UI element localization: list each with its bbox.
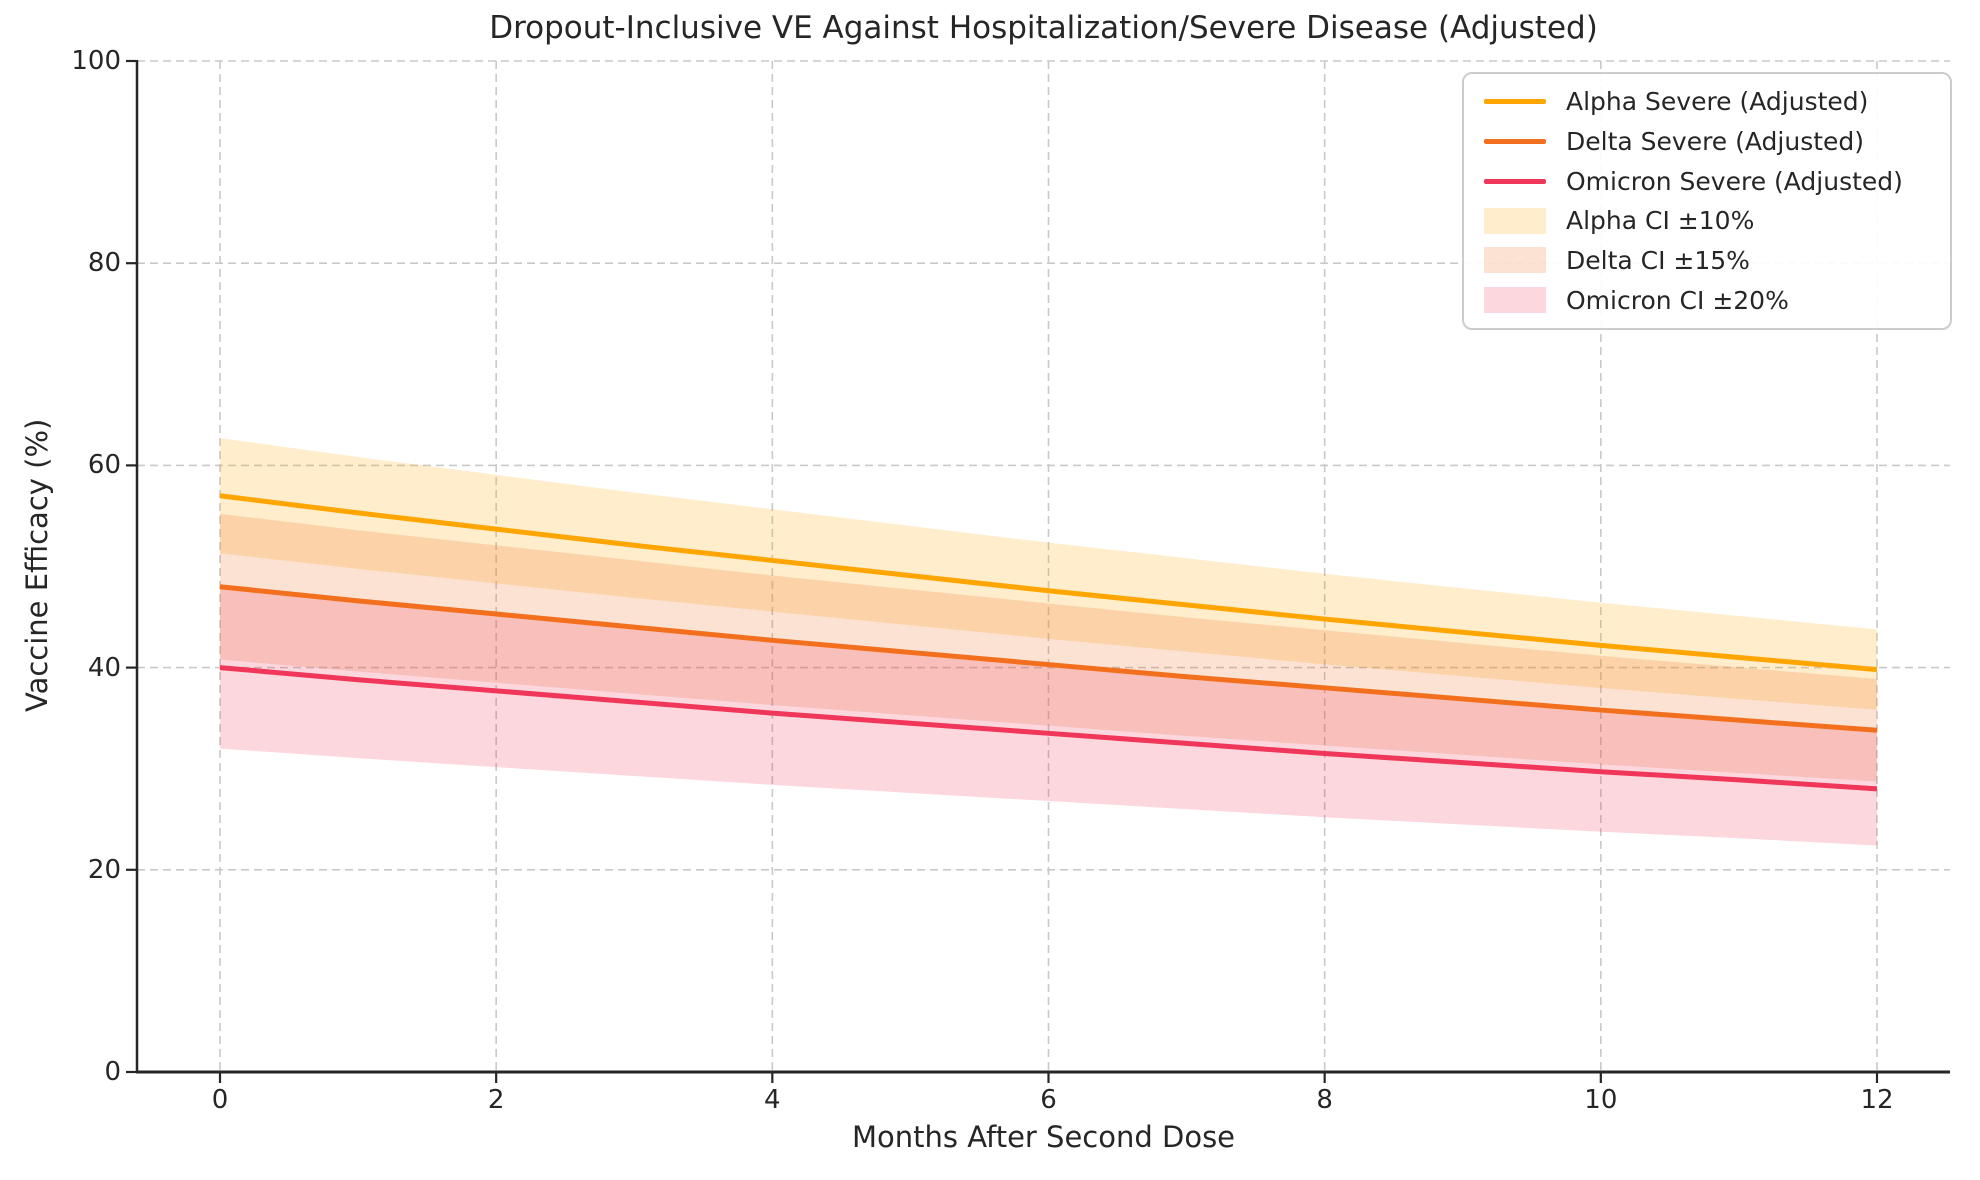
legend-item: Alpha CI ±10% [1484, 206, 1930, 235]
swatch-color [1484, 138, 1546, 144]
legend-label: Omicron CI ±20% [1566, 285, 1789, 315]
legend-patch-swatch-icon [1484, 247, 1546, 274]
legend-label: Omicron Severe (Adjusted) [1566, 166, 1903, 196]
y-axis-label: Vaccine Efficacy (%) [20, 418, 54, 712]
legend-label: Delta CI ±15% [1566, 245, 1750, 275]
legend-line-swatch-icon [1484, 138, 1546, 144]
swatch-color [1484, 99, 1546, 105]
swatch-color [1484, 287, 1546, 314]
legend-label: Delta Severe (Adjusted) [1566, 126, 1865, 156]
legend-item: Alpha Severe (Adjusted) [1484, 87, 1930, 116]
swatch-color [1484, 178, 1546, 184]
chart-title: Dropout-Inclusive VE Against Hospitaliza… [489, 10, 1598, 46]
legend-item: Delta CI ±15% [1484, 246, 1930, 275]
series-line [219, 665, 1878, 792]
legend-patch-swatch-icon [1484, 207, 1546, 234]
legend-item: Delta Severe (Adjusted) [1484, 127, 1930, 156]
x-axis-label: Months After Second Dose [851, 1120, 1236, 1154]
swatch-color [1484, 247, 1546, 274]
legend-line-swatch-icon [1484, 178, 1546, 184]
swatch-color [1484, 207, 1546, 234]
axes-spines [126, 59, 1950, 1083]
confidence-bands [220, 438, 1877, 846]
data-lines [219, 493, 1878, 792]
legend-item: Omicron Severe (Adjusted) [1484, 167, 1930, 196]
ci-band [220, 513, 1877, 782]
legend-label: Alpha Severe (Adjusted) [1566, 87, 1869, 117]
ci-band [220, 586, 1877, 846]
series-line [219, 584, 1878, 733]
legend-box: Alpha Severe (Adjusted) Delta Severe (Adj… [1462, 72, 1952, 330]
legend-item: Omicron CI ±20% [1484, 286, 1930, 315]
legend-patch-swatch-icon [1484, 287, 1546, 314]
ci-band [220, 438, 1877, 710]
legend-label: Alpha CI ±10% [1566, 206, 1755, 236]
legend-line-swatch-icon [1484, 99, 1546, 105]
series-line [219, 493, 1878, 673]
